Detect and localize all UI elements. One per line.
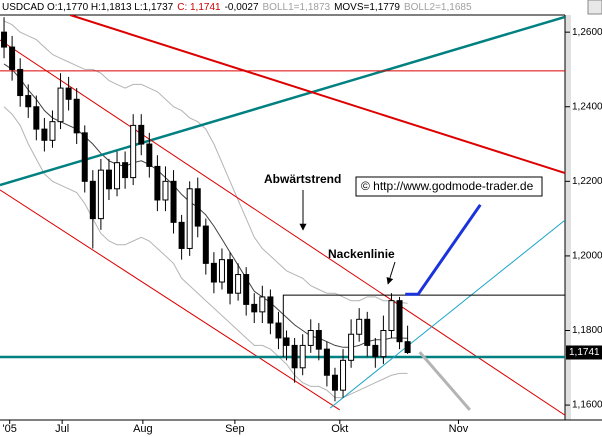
candle-body [73,98,80,134]
candle-body [17,68,24,97]
copyright: © http://www.godmode-trader.de [361,179,534,193]
header-field: MOVS=1,1779 [334,2,400,13]
candle-body [138,124,145,145]
candle-body [130,124,137,179]
candle-body [235,274,242,294]
candle-body [81,132,88,182]
candle-body [33,106,40,130]
candle-body [348,333,355,361]
annotation: Abwärtstrend [264,172,341,186]
y-tick-label: 1,2000 [572,251,602,262]
axis-strip [565,15,571,420]
corner-button [587,0,602,15]
candle-body [105,169,112,190]
indicator-line [3,106,408,399]
candle-body [9,46,16,70]
candle-body [315,329,322,350]
y-tick-label: 1,2400 [572,101,602,112]
trend-line [418,351,471,411]
y-tick-label: 1,2200 [572,176,602,187]
annotation: Nackenlinie [328,247,395,261]
candle-body [331,374,338,391]
candle-body [299,344,306,369]
y-tick-label: 1,2600 [572,27,602,38]
candle-body [307,329,314,346]
header-field: BOLL1=1,1873 [263,2,331,13]
candle-body [388,300,395,331]
candle-body [122,162,129,179]
indicator-line [3,20,408,304]
candle-body [291,344,298,369]
y-tick-label: 1,1800 [572,325,602,336]
candle-body [186,188,193,249]
candle-body [194,188,201,227]
x-tick-label: Nov [449,423,469,435]
candle-body [57,87,64,123]
candle-body [170,180,177,223]
trend-line [282,294,565,357]
header-field: -0,0027 [225,2,259,13]
candle-body [89,180,96,220]
candle-body [178,221,185,249]
x-tick-label: Aug [133,423,153,435]
candle-body [356,318,363,335]
candle-body [114,162,121,190]
header-field: BOLL2=1,1685 [404,2,472,13]
candle-body [146,143,153,167]
header-field: USDCAD O:1,1770 H:1,1813 L:1,1737 [2,2,174,13]
candle-body [49,121,56,141]
candle-body [404,341,411,354]
candle-body [283,337,290,346]
candle-body [227,259,234,294]
candle-body [154,165,161,201]
candle-body [340,359,347,391]
x-tick-label: Okt [331,423,348,435]
candle-body [65,87,72,100]
candle-body [218,259,225,283]
trend-line [0,39,565,416]
candle-body [267,296,274,324]
header: USDCAD O:1,1770 H:1,1813 L:1,1737 C: 1,17… [2,2,472,13]
candle-body [275,322,282,339]
candle-body [396,300,403,343]
x-tick-label: '05 [3,423,17,435]
x-tick-label: Sep [225,423,245,435]
candle-body [41,128,48,141]
candle-body [251,303,258,313]
candle-body [210,262,217,283]
candle-body [380,329,387,358]
candle-body [25,95,32,108]
x-tick-label: Jul [55,423,69,435]
candle-body [259,296,266,313]
candle-body [1,31,8,48]
trend-line [0,189,341,411]
annotation-arrow [386,261,396,285]
last-price-box [566,345,602,360]
copyright-box [355,176,543,197]
trend-line [69,15,565,175]
y-tick-label: 1,1600 [572,400,602,411]
candle-body [364,318,371,346]
candle-body [202,225,209,264]
trend-line [329,219,565,409]
trend-line [405,203,482,296]
indicator-line [3,63,408,348]
candle-body [97,169,104,220]
candle-body [162,180,169,201]
candle-body [323,348,330,376]
candle-body [372,344,379,358]
header-field: C: 1,1741 [177,2,221,13]
plot-area [0,15,565,416]
last-price-label: 1,1741 [569,347,600,358]
candle-body [243,274,250,305]
trend-line [0,15,565,187]
